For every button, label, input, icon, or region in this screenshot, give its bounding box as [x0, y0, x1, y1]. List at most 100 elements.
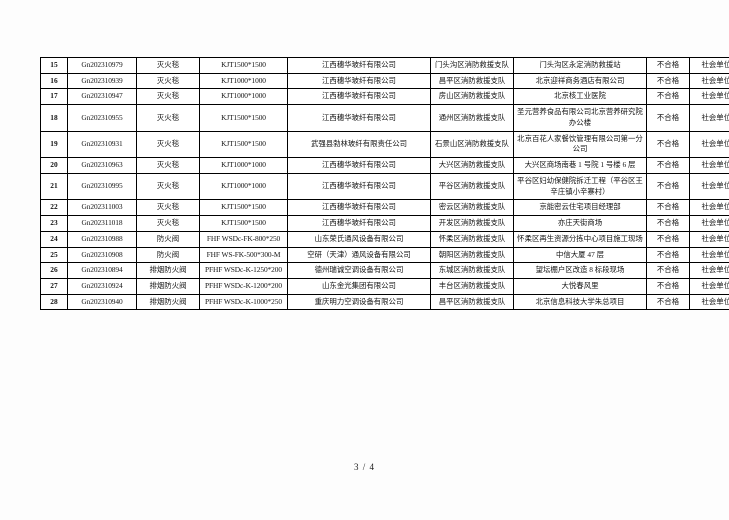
- cell-usage: 社会单位用: [689, 230, 729, 248]
- cell-code: Gn202310995: [67, 172, 137, 201]
- cell-result: 不合格: [646, 215, 690, 232]
- cell-usage: 社会单位用: [689, 172, 729, 201]
- cell-result: 不合格: [646, 172, 690, 201]
- cell-usage: 社会单位用: [689, 130, 729, 159]
- cell-code: Gn202310940: [67, 293, 137, 311]
- cell-site: 大兴区商场南巷 1 号院 1 号楼 6 层: [513, 157, 647, 174]
- cell-site: 京能密云住宅项目经理部: [513, 199, 647, 217]
- cell-maker: 江西穗华玻纤有限公司: [287, 215, 431, 232]
- cell-model: KJT1500*1500: [199, 199, 288, 217]
- cell-site: 北京核工业医院: [513, 88, 647, 106]
- cell-code: Gn202311003: [67, 199, 137, 217]
- cell-maker: 江西穗华玻纤有限公司: [287, 88, 431, 106]
- cell-product: 灭火毯: [136, 57, 200, 74]
- cell-result: 不合格: [646, 293, 690, 311]
- cell-index: 24: [40, 230, 68, 248]
- table-row: 21 Gn202310995 灭火毯 KJT1000*1000 江西穗华玻纤有限公司 平谷…: [40, 172, 729, 201]
- cell-usage: 社会单位用: [689, 88, 729, 106]
- cell-index: 22: [40, 199, 68, 217]
- cell-maker: 山东金光集团有限公司: [287, 278, 431, 295]
- cell-usage: 社会单位用: [689, 278, 729, 295]
- cell-maker: 江西穗华玻纤有限公司: [287, 57, 431, 74]
- cell-usage: 社会单位用: [689, 262, 729, 280]
- cell-result: 不合格: [646, 199, 690, 217]
- cell-product: 灭火毯: [136, 130, 200, 159]
- cell-result: 不合格: [646, 88, 690, 106]
- cell-site: 中信大厦 47 层: [513, 246, 647, 264]
- cell-product: 灭火毯: [136, 157, 200, 174]
- cell-code: Gn202310988: [67, 230, 137, 248]
- cell-brigade: 门头沟区消防救援支队: [430, 57, 514, 74]
- cell-maker: 武强县勃林玻纤有限责任公司: [287, 130, 431, 159]
- cell-product: 排烟防火阀: [136, 293, 200, 311]
- cell-product: 灭火毯: [136, 199, 200, 217]
- cell-index: 26: [40, 262, 68, 280]
- inspection-results-table: 15 Gn202310979 灭火毯 KJT1500*1500 江西穗华玻纤有限公司 门头…: [40, 57, 729, 311]
- cell-result: 不合格: [646, 157, 690, 174]
- cell-result: 不合格: [646, 104, 690, 132]
- cell-model: FHF WS-FK-500*300-M: [199, 246, 288, 264]
- cell-result: 不合格: [646, 262, 690, 280]
- cell-product: 防火阀: [136, 246, 200, 264]
- cell-result: 不合格: [646, 246, 690, 264]
- cell-model: PFHF WSDc-K-1250*200: [199, 262, 288, 280]
- cell-brigade: 朝阳区消防救援支队: [430, 246, 514, 264]
- cell-product: 灭火毯: [136, 104, 200, 132]
- inspection-table-container: 15 Gn202310979 灭火毯 KJT1500*1500 江西穗华玻纤有限公司 门头…: [40, 57, 729, 311]
- cell-index: 21: [40, 172, 68, 201]
- cell-index: 25: [40, 246, 68, 264]
- cell-model: KJT1000*1000: [199, 172, 288, 201]
- table-row: 27 Gn202310924 排烟防火阀 PFHF WSDc-K-1200*200 山东…: [40, 278, 729, 295]
- cell-index: 17: [40, 88, 68, 106]
- cell-index: 28: [40, 293, 68, 311]
- cell-code: Gn202310908: [67, 246, 137, 264]
- cell-index: 27: [40, 278, 68, 295]
- cell-result: 不合格: [646, 278, 690, 295]
- cell-site: 望坛棚户区改造 8 标段现场: [513, 262, 647, 280]
- table-row: 20 Gn202310963 灭火毯 KJT1000*1000 江西穗华玻纤有限公司 大兴…: [40, 157, 729, 174]
- cell-model: PFHF WSDc-K-1200*200: [199, 278, 288, 295]
- cell-product: 灭火毯: [136, 88, 200, 106]
- cell-model: KJT1000*1000: [199, 72, 288, 90]
- cell-result: 不合格: [646, 57, 690, 74]
- cell-code: Gn202310963: [67, 157, 137, 174]
- cell-maker: 江西穗华玻纤有限公司: [287, 199, 431, 217]
- cell-usage: 社会单位用: [689, 157, 729, 174]
- cell-index: 15: [40, 57, 68, 74]
- cell-maker: 重庆明力空调设备有限公司: [287, 293, 431, 311]
- cell-site: 大悦春风里: [513, 278, 647, 295]
- cell-code: Gn202310939: [67, 72, 137, 90]
- cell-brigade: 昌平区消防救援支队: [430, 72, 514, 90]
- cell-code: Gn202310931: [67, 130, 137, 159]
- cell-model: KJT1000*1000: [199, 88, 288, 106]
- page-number-footer: 3 / 4: [353, 462, 375, 472]
- cell-site: 北京迎祥商务酒店有限公司: [513, 72, 647, 90]
- cell-model: KJT1500*1500: [199, 130, 288, 159]
- cell-maker: 山东荣氏通风设备有限公司: [287, 230, 431, 248]
- cell-site: 平谷区妇幼保健院拆迁工程（平谷区王辛庄镇小辛寨村）: [513, 172, 647, 201]
- cell-code: Gn202311018: [67, 215, 137, 232]
- table-row: 25 Gn202310908 防火阀 FHF WS-FK-500*300-M 空研（天津…: [40, 246, 729, 264]
- cell-brigade: 通州区消防救援支队: [430, 104, 514, 132]
- cell-site: 北京百花人家餐饮管理有限公司第一分公司: [513, 130, 647, 159]
- table-row: 22 Gn202311003 灭火毯 KJT1500*1500 江西穗华玻纤有限公司 密云…: [40, 199, 729, 217]
- cell-site: 圣元营养食品有限公司北京营养研究院办公楼: [513, 104, 647, 132]
- cell-brigade: 开发区消防救援支队: [430, 215, 514, 232]
- table-row: 19 Gn202310931 灭火毯 KJT1500*1500 武强县勃林玻纤有限责任公…: [40, 130, 729, 159]
- table-row: 16 Gn202310939 灭火毯 KJT1000*1000 江西穗华玻纤有限公司 昌平…: [40, 72, 729, 90]
- cell-site: 怀柔区再生资源分拣中心项目施工现场: [513, 230, 647, 248]
- cell-maker: 江西穗华玻纤有限公司: [287, 104, 431, 132]
- cell-model: KJT1000*1000: [199, 157, 288, 174]
- cell-code: Gn202310955: [67, 104, 137, 132]
- table-body: 15 Gn202310979 灭火毯 KJT1500*1500 江西穗华玻纤有限公司 门头…: [40, 57, 729, 311]
- cell-code: Gn202310979: [67, 57, 137, 74]
- cell-index: 19: [40, 130, 68, 159]
- cell-maker: 德州瑞诚空调设备有限公司: [287, 262, 431, 280]
- cell-model: KJT1500*1500: [199, 57, 288, 74]
- cell-maker: 江西穗华玻纤有限公司: [287, 157, 431, 174]
- table-row: 24 Gn202310988 防火阀 FHF WSDc-FK-800*250 山东荣氏通…: [40, 230, 729, 248]
- cell-brigade: 大兴区消防救援支队: [430, 157, 514, 174]
- cell-brigade: 怀柔区消防救援支队: [430, 230, 514, 248]
- cell-brigade: 昌平区消防救援支队: [430, 293, 514, 311]
- cell-brigade: 石景山区消防救援支队: [430, 130, 514, 159]
